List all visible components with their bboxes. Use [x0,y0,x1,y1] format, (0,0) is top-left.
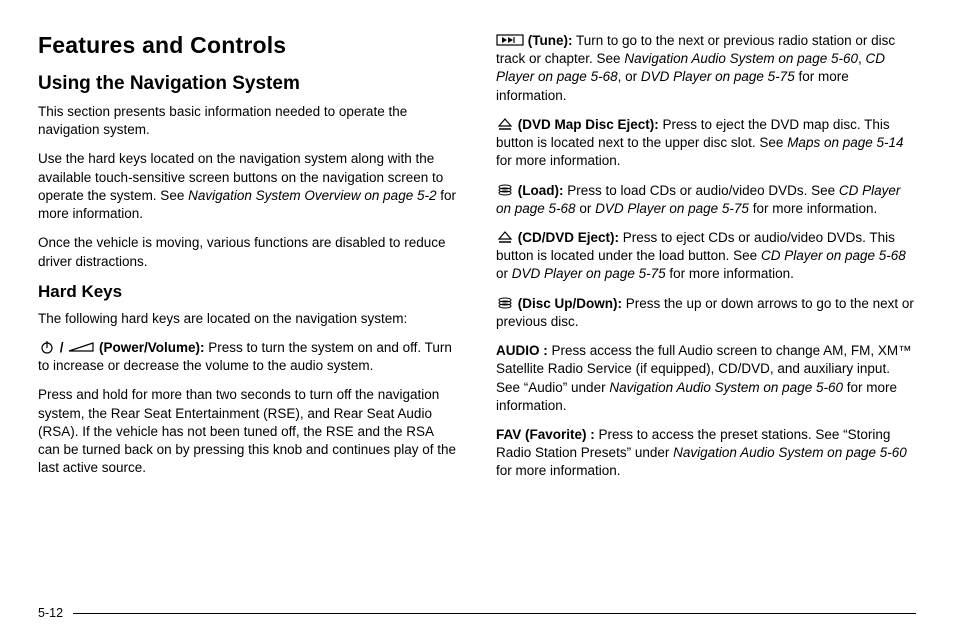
text: for more information. [496,153,621,168]
hardkey-label: (Power/Volume): [95,340,204,355]
paragraph: The following hard keys are located on t… [38,310,458,328]
tune-icon [496,33,524,47]
hardkey-disc-updown: (Disc Up/Down): Press the up or down arr… [496,295,916,331]
text: for more information. [666,266,794,281]
page-reference: Navigation System Overview on page 5-2 [188,188,436,203]
hardkey-label: (Disc Up/Down): [514,296,622,311]
text: or [496,266,512,281]
hardkey-label: (Tune): [524,33,572,48]
hardkey-label: FAV (Favorite) : [496,427,595,442]
hardkey-label: (Load): [514,183,564,198]
paragraph: Press and hold for more than two seconds… [38,386,458,477]
disc-stack-icon [496,296,514,310]
separator: / [56,340,67,355]
page-reference: DVD Player on page 5-75 [641,69,795,84]
page-reference: DVD Player on page 5-75 [512,266,666,281]
disc-stack-icon [496,183,514,197]
text: Press to load CDs or audio/video DVDs. S… [564,183,839,198]
two-column-layout: Features and Controls Using the Navigati… [38,32,916,592]
volume-wedge-icon [67,340,95,354]
page-reference: DVD Player on page 5-75 [595,201,749,216]
footer-rule [73,613,916,614]
page-reference: Navigation Audio System on page 5-60 [673,445,907,460]
text: , [858,51,866,66]
text: or [576,201,596,216]
eject-icon [496,117,514,131]
paragraph: Use the hard keys located on the navigat… [38,150,458,223]
hardkey-label: AUDIO : [496,343,548,358]
hardkey-label: (CD/DVD Eject): [514,230,619,245]
page-reference: CD Player on page 5-68 [761,248,906,263]
page-reference: Navigation Audio System on page 5-60 [609,380,843,395]
page-reference: Navigation Audio System on page 5-60 [624,51,858,66]
text: for more information. [496,463,621,478]
page-reference: Maps on page 5-14 [787,135,903,150]
right-column: (Tune): Turn to go to the next or previo… [496,32,916,592]
section-title: Features and Controls [38,32,458,59]
page-number: 5-12 [38,606,63,620]
hardkey-audio: AUDIO : Press access the full Audio scre… [496,342,916,415]
hardkey-power-volume: / (Power/Volume): Press to turn the syst… [38,339,458,375]
page-footer: 5-12 [38,606,916,620]
text: for more information. [749,201,877,216]
hardkey-cd-dvd-eject: (CD/DVD Eject): Press to eject CDs or au… [496,229,916,284]
subheading: Hard Keys [38,282,458,302]
left-column: Features and Controls Using the Navigati… [38,32,458,592]
hardkey-fav: FAV (Favorite) : Press to access the pre… [496,426,916,481]
power-icon [38,340,56,354]
hardkey-label: (DVD Map Disc Eject): [514,117,659,132]
hardkey-dvd-map-eject: (DVD Map Disc Eject): Press to eject the… [496,116,916,171]
manual-page: Features and Controls Using the Navigati… [0,0,954,638]
paragraph: Once the vehicle is moving, various func… [38,234,458,270]
intro-paragraph: This section presents basic information … [38,103,458,139]
subsection-title: Using the Navigation System [38,73,458,95]
text: , or [618,69,641,84]
eject-icon [496,230,514,244]
hardkey-tune: (Tune): Turn to go to the next or previo… [496,32,916,105]
hardkey-load: (Load): Press to load CDs or audio/video… [496,182,916,218]
